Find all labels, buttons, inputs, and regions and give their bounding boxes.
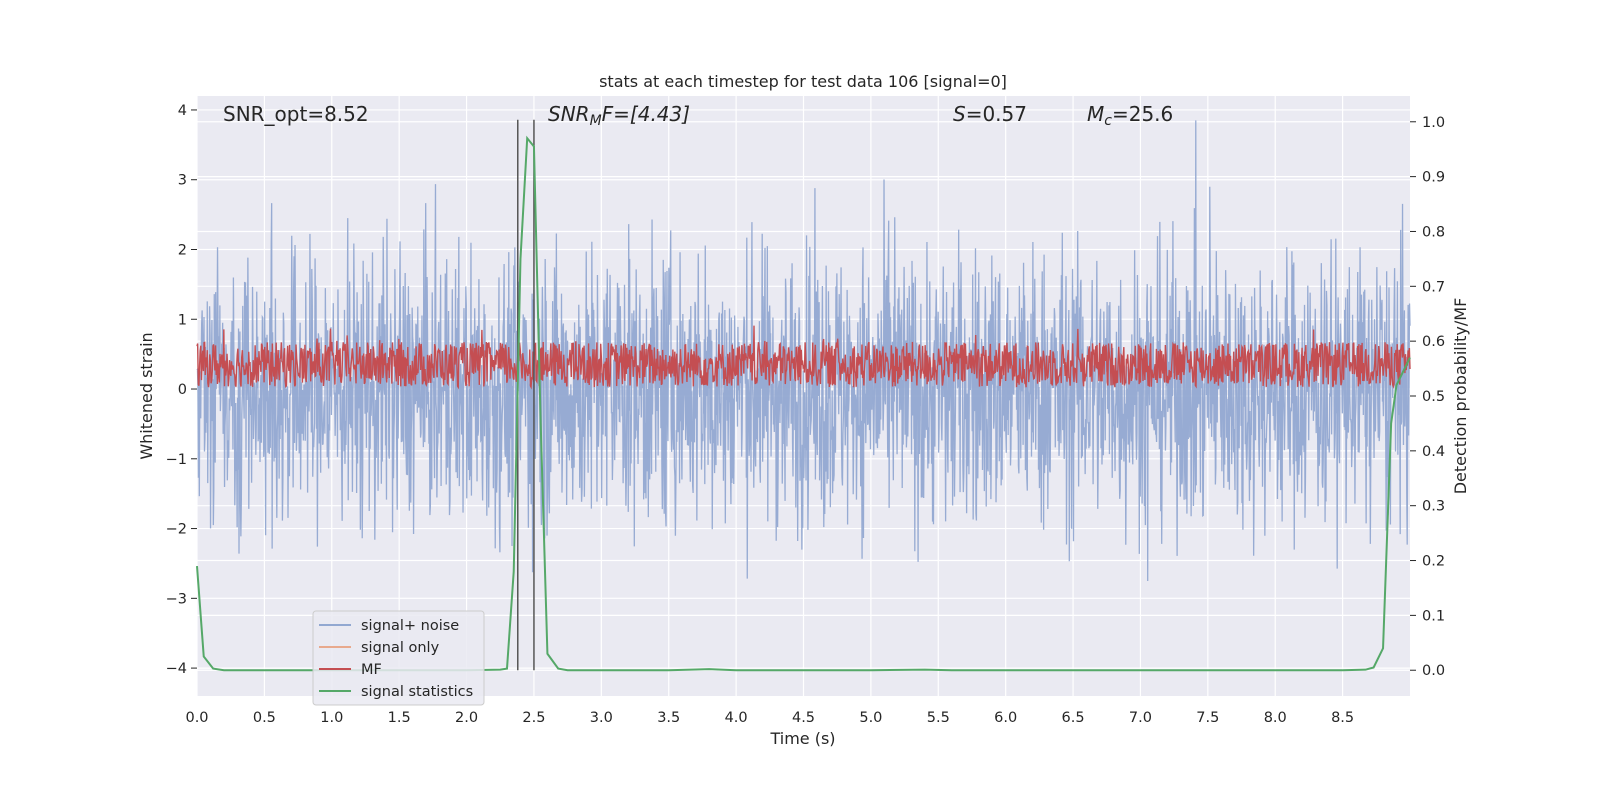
x-tick-label: 6.5 bbox=[1062, 710, 1085, 726]
y-tick-label-left: −1 bbox=[166, 452, 187, 468]
x-tick-label: 4.0 bbox=[725, 710, 748, 726]
y-tick-label-right: 0.5 bbox=[1422, 389, 1445, 405]
x-tick-label: 7.5 bbox=[1196, 710, 1219, 726]
x-axis-label: Time (s) bbox=[769, 729, 835, 748]
annotation-mc-rest: =25.6 bbox=[1112, 102, 1173, 126]
legend-label-signal-statistics: signal statistics bbox=[361, 684, 473, 700]
x-tick-label: 0.0 bbox=[185, 710, 208, 726]
annotation-snr-mf-sub: M bbox=[590, 113, 602, 129]
y-tick-label-left: 3 bbox=[178, 173, 187, 189]
annotation-mc-main: M bbox=[1087, 102, 1104, 126]
annotation-s-main: S bbox=[953, 102, 966, 126]
y-tick-label-left: 0 bbox=[178, 382, 187, 398]
annotation-mc-sub: c bbox=[1104, 113, 1112, 129]
x-tick-label: 5.5 bbox=[927, 710, 950, 726]
y-tick-label-right: 0.4 bbox=[1422, 444, 1445, 460]
x-tick-label: 3.0 bbox=[590, 710, 613, 726]
y-tick-label-right: 0.6 bbox=[1422, 334, 1445, 350]
x-tick-label: 2.0 bbox=[455, 710, 478, 726]
y-tick-label-left: −3 bbox=[166, 591, 187, 607]
y-tick-label-right: 0.7 bbox=[1422, 279, 1445, 295]
legend-box bbox=[312, 610, 485, 706]
annotation-mc: Mc=25.6 bbox=[1087, 102, 1173, 129]
y-tick-label-left: 2 bbox=[178, 242, 187, 258]
x-tick-label: 6.0 bbox=[994, 710, 1017, 726]
annotations: SNR_opt=8.52 SNRMF=[4.43] S=0.57 Mc=25.6 bbox=[223, 102, 1173, 129]
y-tick-label-right: 0.3 bbox=[1422, 499, 1445, 515]
y-axis-label-left: Whitened strain bbox=[137, 332, 156, 459]
y-tick-label-left: 4 bbox=[178, 103, 187, 119]
y-tick-label-right: 0.0 bbox=[1422, 663, 1445, 679]
y-tick-label-right: 0.1 bbox=[1422, 608, 1445, 624]
chart-title: stats at each timestep for test data 106… bbox=[599, 72, 1007, 91]
legend: signal+ noise signal only MF signal stat… bbox=[312, 610, 485, 706]
y-tick-label-left: −4 bbox=[166, 661, 187, 677]
x-tick-label: 8.5 bbox=[1331, 710, 1354, 726]
y-tick-label-right: 0.2 bbox=[1422, 554, 1445, 570]
x-tick-label: 1.0 bbox=[320, 710, 343, 726]
signal-plus-noise-series bbox=[196, 120, 1411, 582]
y-tick-label-right: 0.9 bbox=[1422, 170, 1445, 186]
x-tick-label: 4.5 bbox=[792, 710, 815, 726]
y-tick-label-right: 0.8 bbox=[1422, 224, 1445, 240]
mf-line bbox=[196, 325, 1411, 390]
annotation-s-rest: =0.57 bbox=[966, 102, 1027, 126]
y-tick-label-right: 1.0 bbox=[1422, 115, 1445, 131]
y-tick-label-left: 1 bbox=[178, 312, 187, 328]
legend-label-signal-only: signal only bbox=[361, 640, 440, 656]
x-tick-label: 3.5 bbox=[657, 710, 680, 726]
x-tick-label: 1.5 bbox=[388, 710, 411, 726]
x-tick-label: 8.0 bbox=[1264, 710, 1287, 726]
signal-plus-noise-line bbox=[196, 120, 1411, 582]
annotation-snr-opt: SNR_opt=8.52 bbox=[223, 102, 369, 126]
mf-series bbox=[196, 325, 1411, 390]
legend-label-mf: MF bbox=[361, 662, 382, 678]
y-axis-label-right: Detection probability/MF bbox=[1451, 298, 1470, 495]
y-tick-label-left: −2 bbox=[166, 522, 187, 538]
annotation-snr-mf: SNRMF=[4.43] bbox=[548, 102, 690, 129]
legend-label-signal-plus-noise: signal+ noise bbox=[361, 618, 459, 634]
annotation-snr-mf-main: SNR bbox=[548, 102, 590, 126]
x-tick-label: 7.0 bbox=[1129, 710, 1152, 726]
axis-ticks: 0.0 0.5 1.0 1.5 2.0 2.5 3.0 3.5 4.0 4.5 5.0 5.5 6.0 6… bbox=[166, 103, 1445, 726]
annotation-snr-mf-rest: F=[4.43] bbox=[602, 102, 690, 126]
x-tick-label: 0.5 bbox=[253, 710, 276, 726]
x-tick-label: 2.5 bbox=[522, 710, 545, 726]
x-tick-label: 5.0 bbox=[859, 710, 882, 726]
annotation-s: S=0.57 bbox=[953, 102, 1027, 126]
